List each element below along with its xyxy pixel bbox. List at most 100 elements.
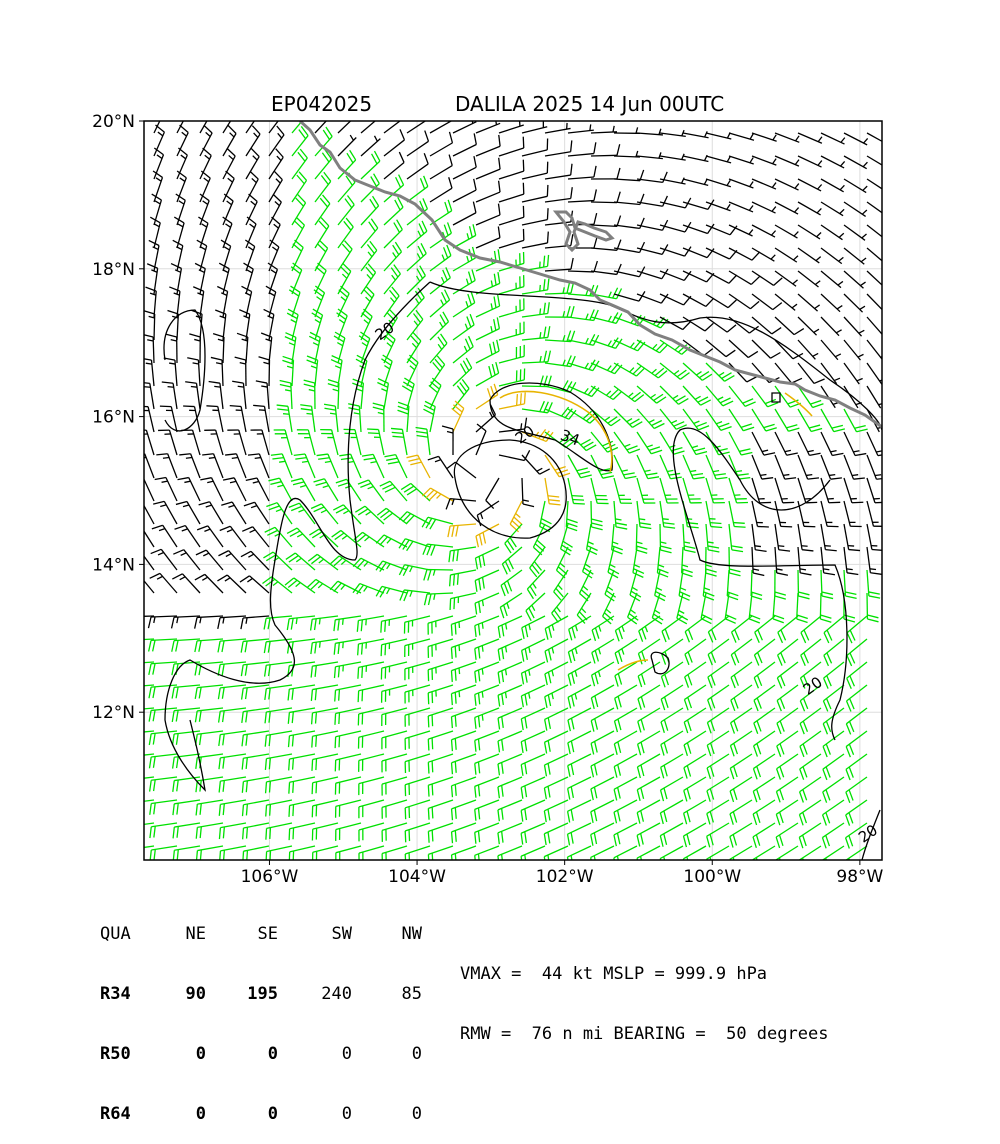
barb-half-flag bbox=[482, 646, 483, 652]
barb-flag bbox=[548, 232, 549, 243]
radii-value-ne: 0 bbox=[140, 1104, 206, 1124]
barb-flag bbox=[432, 761, 433, 772]
barb-half-flag bbox=[283, 414, 289, 415]
radii-label: R34 bbox=[100, 984, 140, 1004]
barb-flag bbox=[455, 692, 456, 703]
radii-value-nw: 0 bbox=[352, 1104, 422, 1124]
barb-half-flag bbox=[137, 505, 143, 507]
barb-flag bbox=[524, 392, 525, 403]
barb-half-flag bbox=[829, 475, 835, 476]
barb-flag bbox=[776, 860, 779, 871]
barb-half-flag bbox=[278, 111, 282, 116]
barb-flag bbox=[451, 671, 452, 682]
barb-half-flag bbox=[206, 110, 210, 114]
barb-flag bbox=[452, 832, 453, 843]
barb-flag bbox=[312, 736, 313, 747]
barb-flag bbox=[132, 477, 143, 479]
barb-flag bbox=[517, 394, 518, 405]
barb-flag bbox=[130, 640, 132, 651]
barb-flag bbox=[266, 828, 267, 839]
barb-flag bbox=[451, 648, 452, 659]
barb-flag bbox=[455, 646, 456, 657]
radii-value-ne: 0 bbox=[140, 1044, 206, 1064]
barb-flag bbox=[130, 687, 132, 698]
barb-flag bbox=[521, 393, 522, 404]
barb-staff bbox=[591, 202, 617, 203]
barb-flag bbox=[127, 803, 129, 814]
barb-staff bbox=[128, 616, 154, 617]
barb-flag bbox=[335, 713, 336, 724]
barb-flag bbox=[127, 850, 128, 861]
barb-half-flag bbox=[320, 642, 321, 648]
barb-half-flag bbox=[639, 519, 645, 520]
barb-half-flag bbox=[496, 119, 497, 125]
barb-half-flag bbox=[330, 413, 336, 414]
radii-label: R50 bbox=[100, 1044, 140, 1064]
barb-flag bbox=[428, 762, 429, 773]
barb-flag bbox=[432, 784, 433, 795]
barb-flag bbox=[339, 736, 340, 747]
barb-half-flag bbox=[870, 569, 876, 570]
barb-half-flag bbox=[140, 457, 146, 458]
barb-flag bbox=[126, 640, 128, 651]
barb-flag bbox=[302, 104, 308, 113]
barb-flag bbox=[126, 664, 128, 675]
radii-value-ne: 90 bbox=[140, 984, 206, 1004]
barb-flag bbox=[243, 828, 244, 839]
barb-flag bbox=[367, 429, 378, 430]
barb-half-flag bbox=[540, 332, 541, 338]
barb-flag bbox=[230, 406, 241, 407]
barb-flag bbox=[733, 523, 744, 524]
barb-flag bbox=[428, 785, 429, 796]
intensity-line-rmw-bearing: RMW = 76 n mi BEARING = 50 degrees bbox=[460, 1024, 828, 1044]
barb-half-flag bbox=[590, 124, 591, 130]
barb-flag bbox=[253, 103, 260, 112]
barb-flag bbox=[409, 853, 410, 864]
barb-half-flag bbox=[254, 110, 258, 115]
barb-flag bbox=[454, 574, 455, 585]
barb-flag bbox=[547, 185, 548, 196]
radii-header-nw: NW bbox=[352, 924, 422, 944]
barb-flag bbox=[523, 137, 524, 148]
barb-half-flag bbox=[134, 576, 140, 579]
barb-half-flag bbox=[191, 387, 197, 388]
barb-flag bbox=[753, 860, 756, 871]
barb-flag bbox=[432, 715, 433, 726]
barb-half-flag bbox=[255, 458, 261, 459]
barb-flag bbox=[573, 500, 584, 501]
barb-flag bbox=[316, 712, 317, 723]
barb-half-flag bbox=[882, 307, 887, 310]
barb-flag bbox=[181, 102, 189, 110]
barb-half-flag bbox=[459, 691, 460, 697]
barb-flag bbox=[432, 807, 433, 818]
barb-half-flag bbox=[279, 461, 285, 462]
barb-flag bbox=[822, 860, 826, 871]
lat-tick-label: 16°N bbox=[92, 408, 135, 428]
barb-half-flag bbox=[230, 110, 234, 114]
barb-flag bbox=[289, 782, 290, 793]
barb-flag bbox=[131, 849, 132, 860]
barb-half-flag bbox=[351, 112, 354, 117]
barb-half-flag bbox=[760, 474, 766, 475]
barb-flag bbox=[432, 853, 433, 864]
barb-flag bbox=[130, 756, 132, 767]
barb-flag bbox=[455, 623, 456, 634]
barb-half-flag bbox=[135, 552, 141, 554]
barb-flag bbox=[293, 805, 294, 816]
barb-half-flag bbox=[482, 692, 483, 698]
barb-flag bbox=[127, 827, 128, 838]
radii-header-sw: SW bbox=[278, 924, 352, 944]
barb-flag bbox=[428, 739, 429, 750]
barb-flag bbox=[428, 831, 429, 842]
barb-half-flag bbox=[232, 458, 238, 459]
barb-half-flag bbox=[144, 387, 150, 388]
barb-flag bbox=[316, 759, 317, 770]
barb-flag bbox=[358, 667, 359, 678]
barb-flag bbox=[428, 716, 429, 727]
radii-value-sw: 240 bbox=[278, 984, 352, 1004]
